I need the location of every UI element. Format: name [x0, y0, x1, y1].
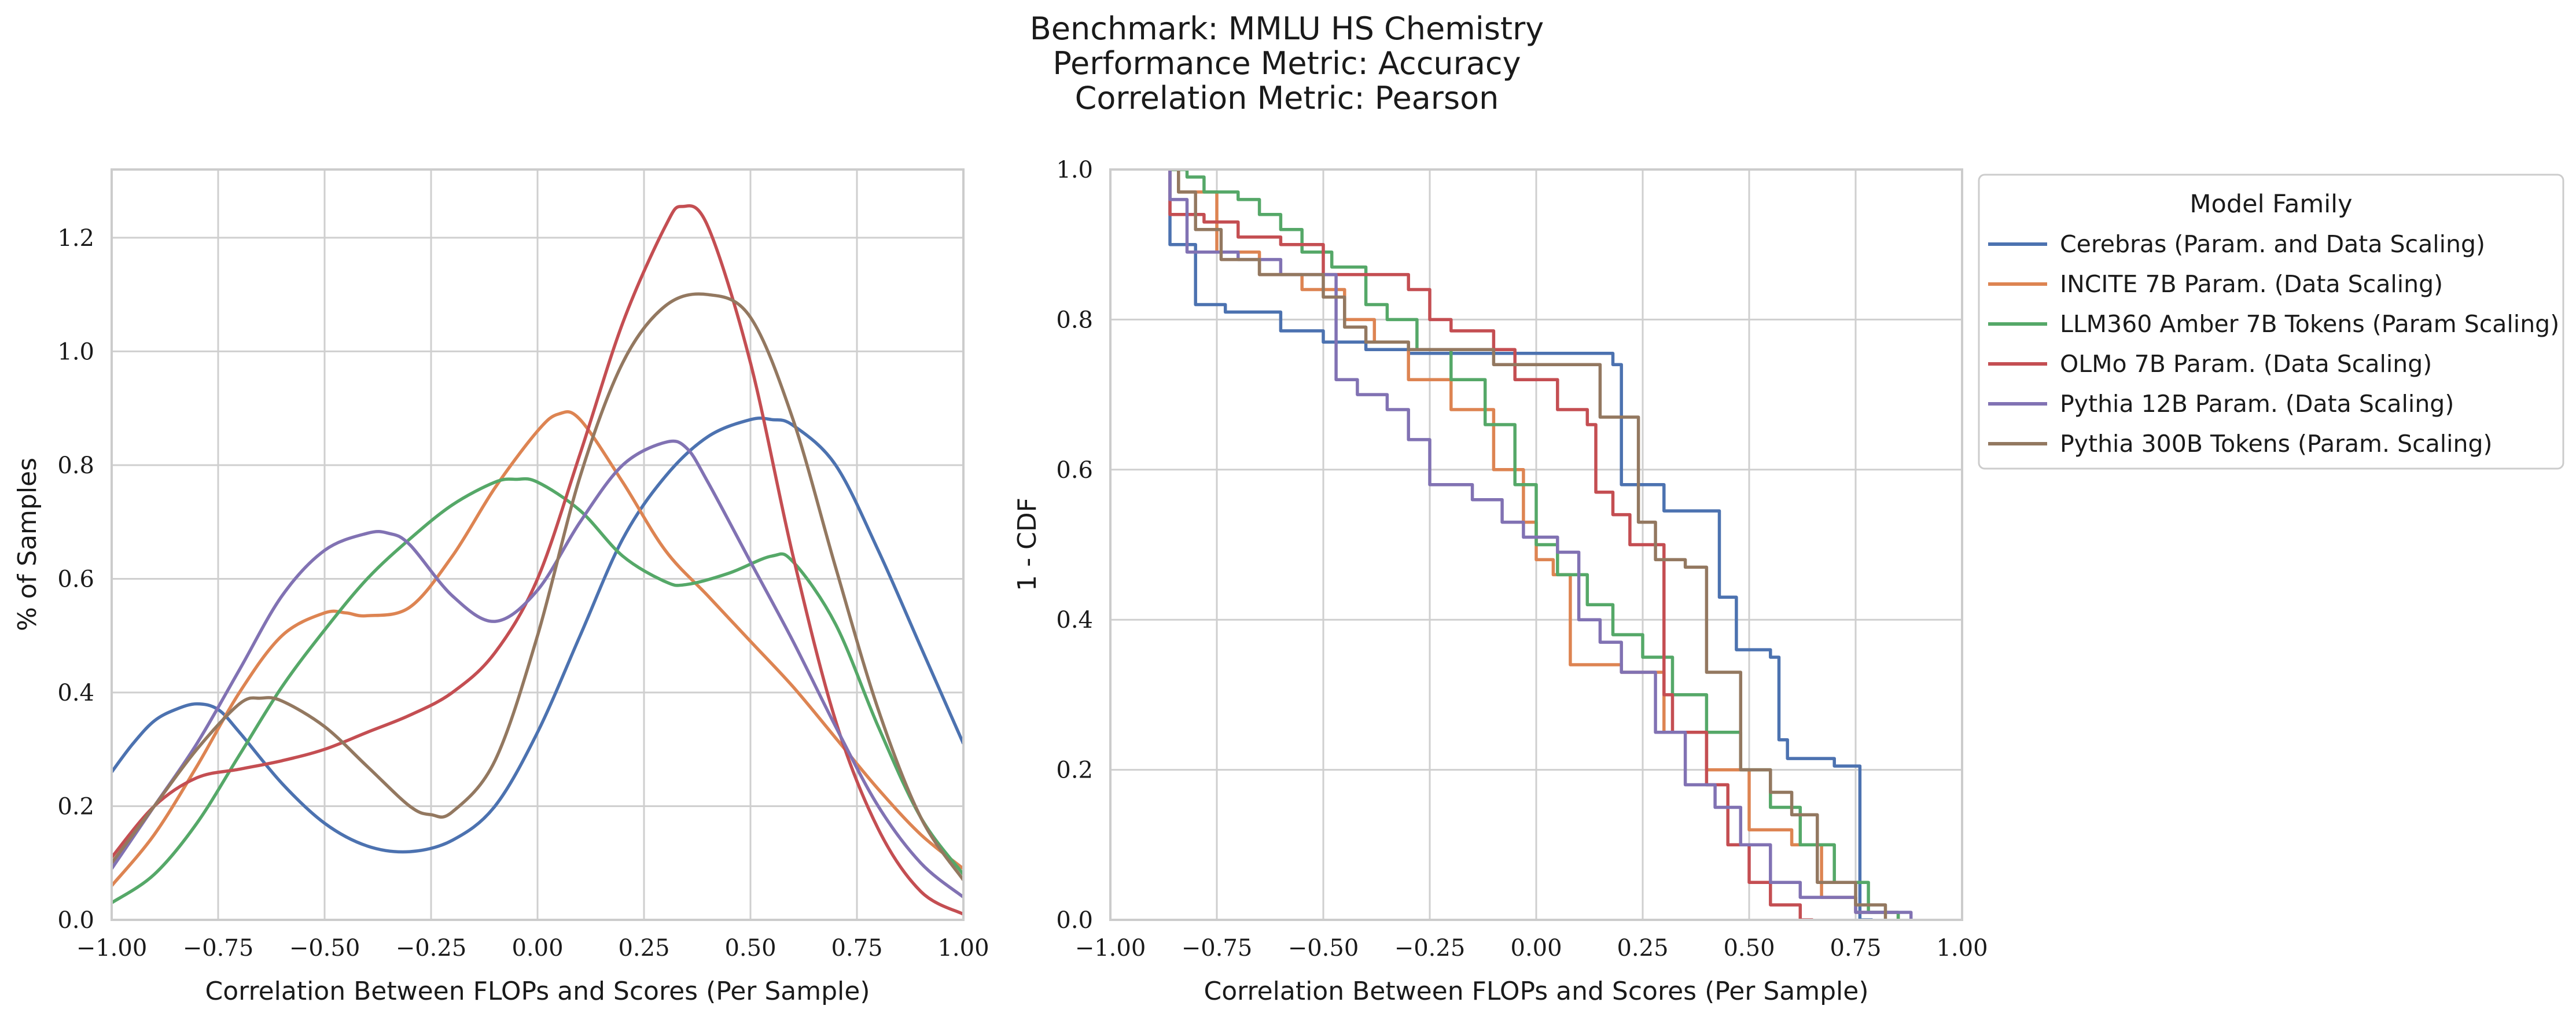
kde-y-tick-label: 0.2 [57, 793, 94, 820]
legend-label-cerebras-param-and-data-scaling: Cerebras (Param. and Data Scaling) [2060, 230, 2485, 258]
legend: Model Family Cerebras (Param. and Data S… [1978, 174, 2564, 470]
title-line-3: Correlation Metric: Pearson [1075, 80, 1499, 116]
kde-x-tick-label: −0.50 [289, 935, 360, 962]
legend-title: Model Family [2189, 190, 2352, 219]
cdf-x-tick-label: 0.25 [1617, 935, 1668, 962]
cdf-series-lines [1168, 170, 1913, 920]
cdf-x-tick-label: −0.25 [1394, 935, 1466, 962]
kde-series-pythia-12b-param-data-scaling [112, 439, 963, 898]
kde-y-axis-label: % of Samples [13, 458, 42, 631]
legend-entries: Cerebras (Param. and Data Scaling) INCITE… [1988, 230, 2559, 458]
kde-x-tick-label: 1.00 [937, 935, 989, 962]
cdf-x-axis-label: Correlation Between FLOPs and Scores (Pe… [1204, 977, 1868, 1006]
legend-label-pythia-300b-tokens-param-scaling: Pythia 300B Tokens (Param. Scaling) [2060, 430, 2493, 458]
kde-y-tick-label: 1.2 [57, 225, 94, 252]
kde-y-tick-labels: 0.0 0.2 0.4 0.6 0.8 1.0 1.2 [57, 225, 94, 934]
kde-x-tick-label: 0.75 [831, 935, 882, 962]
cdf-series-pythia-300b-tokens-param-scaling [1177, 170, 1887, 920]
kde-x-tick-labels: −1.00 −0.75 −0.50 −0.25 0.00 0.25 0.50 0.75 1.00 [76, 935, 989, 962]
cdf-x-tick-label: 0.00 [1510, 935, 1562, 962]
cdf-plot-frame [1109, 168, 1963, 921]
cdf-y-tick-label: 0.0 [1056, 907, 1093, 934]
kde-series-pythia-300b-tokens-param-scaling [112, 292, 963, 881]
cdf-y-tick-label: 0.6 [1056, 457, 1093, 484]
kde-y-tick-label: 0.0 [57, 907, 94, 934]
kde-x-tick-label: −0.75 [183, 935, 254, 962]
cdf-chart: −1.00 −0.75 −0.50 −0.25 0.00 0.25 0.50 0.75 1.00… [1013, 157, 1988, 1006]
cdf-series-olmo-7b-param-data-scaling [1168, 170, 1813, 920]
cdf-x-tick-label: −1.00 [1075, 935, 1146, 962]
legend-label-olmo-7b-param-data-scaling: OLMo 7B Param. (Data Scaling) [2060, 350, 2432, 378]
cdf-series-cerebras-param-and-data-scaling [1168, 170, 1873, 920]
cdf-y-tick-labels: 0.0 0.2 0.4 0.6 0.8 1.0 [1056, 157, 1093, 934]
kde-series-llm360-amber-7b-tokens-param-scaling [112, 477, 963, 904]
cdf-y-tick-label: 0.2 [1056, 757, 1093, 784]
kde-series-olmo-7b-param-data-scaling [112, 204, 963, 916]
kde-y-tick-label: 0.6 [57, 566, 94, 592]
cdf-y-axis-label: 1 - CDF [1013, 498, 1042, 591]
cdf-x-tick-label: 0.50 [1723, 935, 1775, 962]
legend-label-pythia-12b-param-data-scaling: Pythia 12B Param. (Data Scaling) [2060, 390, 2454, 418]
cdf-y-tick-label: 1.0 [1056, 157, 1093, 183]
legend-box [1978, 174, 2564, 470]
kde-x-tick-label: −1.00 [76, 935, 148, 962]
kde-x-tick-label: −0.25 [396, 935, 467, 962]
kde-y-tick-label: 0.8 [57, 452, 94, 479]
kde-y-tick-label: 1.0 [57, 338, 94, 365]
cdf-y-tick-label: 0.8 [1056, 307, 1093, 333]
cdf-x-tick-label: 1.00 [1936, 935, 1988, 962]
kde-plot-frame [111, 168, 965, 921]
kde-chart: −1.00 −0.75 −0.50 −0.25 0.00 0.25 0.50 0.75 1.00… [13, 168, 989, 1006]
kde-x-tick-label: 0.50 [724, 935, 776, 962]
kde-x-axis-label: Correlation Between FLOPs and Scores (Pe… [205, 977, 870, 1006]
cdf-series-llm360-amber-7b-tokens-param-scaling [1170, 170, 1900, 920]
cdf-series-pythia-12b-param-data-scaling [1168, 170, 1913, 920]
kde-x-tick-label: 0.25 [618, 935, 669, 962]
cdf-x-tick-labels: −1.00 −0.75 −0.50 −0.25 0.00 0.25 0.50 0.75 1.00 [1075, 935, 1988, 962]
title-line-2: Performance Metric: Accuracy [1053, 45, 1521, 82]
legend-label-llm360-amber-7b-tokens-param-scaling: LLM360 Amber 7B Tokens (Param Scaling) [2060, 310, 2559, 338]
legend-label-incite-7b-param-data-scaling: INCITE 7B Param. (Data Scaling) [2060, 270, 2443, 298]
cdf-x-tick-label: −0.75 [1182, 935, 1253, 962]
kde-gridlines [111, 170, 965, 921]
title-line-1: Benchmark: MMLU HS Chemistry [1030, 10, 1544, 47]
kde-series-incite-7b-param-data-scaling [112, 410, 963, 887]
figure-title: Benchmark: MMLU HS Chemistry Performance… [1030, 10, 1544, 116]
cdf-x-tick-label: −0.50 [1288, 935, 1359, 962]
kde-y-tick-label: 0.4 [57, 680, 94, 706]
kde-x-tick-label: 0.00 [511, 935, 563, 962]
kde-series-lines [112, 204, 963, 916]
cdf-y-tick-label: 0.4 [1056, 607, 1093, 633]
cdf-x-tick-label: 0.75 [1830, 935, 1881, 962]
